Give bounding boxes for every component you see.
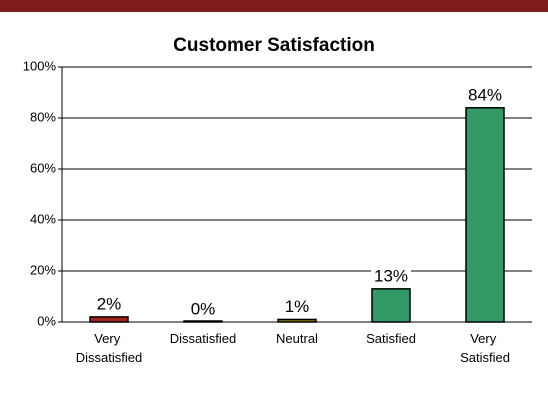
y-tick-label: 20%	[30, 262, 56, 277]
x-tick-label: Dissatisfied	[170, 331, 236, 346]
bar	[465, 107, 505, 323]
data-label: 13%	[374, 266, 408, 285]
y-tick-label: 80%	[30, 109, 56, 124]
x-tick-label: Neutral	[276, 331, 318, 346]
bar	[371, 288, 411, 323]
chart-title: Customer Satisfaction	[173, 35, 375, 56]
x-tick-label: Satisfied	[366, 331, 416, 346]
x-tick-label: Very Satisfied	[460, 331, 510, 365]
data-label-background	[370, 266, 412, 286]
data-label-background	[93, 294, 125, 314]
bar	[89, 316, 129, 323]
y-tick-label: 60%	[30, 160, 56, 175]
y-tick-label: 0%	[37, 313, 56, 328]
data-label: 84%	[468, 85, 502, 104]
data-label-background	[187, 299, 219, 319]
data-label: 1%	[285, 297, 310, 316]
y-tick-label: 100%	[23, 58, 57, 73]
y-tick-label: 40%	[30, 211, 56, 226]
header-band	[0, 0, 548, 12]
data-label: 0%	[191, 299, 216, 318]
data-label-background	[464, 85, 506, 105]
x-tick-label: Very Dissatisfied	[76, 331, 142, 365]
data-label: 2%	[97, 294, 122, 313]
data-label-background	[281, 296, 313, 316]
